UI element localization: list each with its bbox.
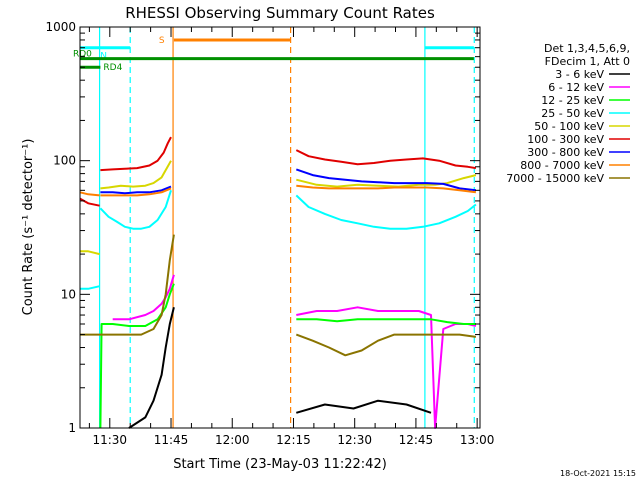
flag-label-n: N	[100, 52, 107, 62]
series-line-800-7000kev-0	[79, 191, 100, 197]
x-tick-label-2: 12:00	[215, 433, 250, 447]
series-line-800-7000kev-2	[296, 184, 477, 194]
y-tick-label-2: 100	[53, 154, 76, 168]
y-tick-label-3: 1000	[45, 20, 76, 34]
series-line-100-300kev-0	[79, 197, 100, 207]
legend-header-1: FDecim 1, Att 0	[545, 55, 630, 68]
legend-entry-label-0: 3 - 6 keV	[555, 68, 604, 81]
series-line-25-50kev-0	[80, 285, 100, 290]
axes: 1 10 100 1000 11:30 11:45 12:00 12:15 12:30 12:45…	[45, 20, 494, 447]
footer-timestamp: 18-Oct-2021 15:15	[560, 469, 636, 478]
series-line-25-50kev-2	[295, 194, 477, 230]
series-line-3-6kev-0	[128, 307, 175, 429]
flag-label-s: S	[159, 36, 165, 46]
legend-entry-label-8: 7000 - 15000 keV	[506, 172, 604, 185]
series-line-50-100kev-1	[100, 160, 172, 190]
series-line-12-25kev-1	[296, 318, 476, 325]
flag-label-rd0: RD0	[73, 50, 92, 60]
series-line-300-800kev-1	[295, 168, 477, 192]
plot-content: N S RD0 RD4	[73, 27, 477, 429]
x-tick-label-1: 11:45	[154, 433, 189, 447]
legend-entry-label-3: 25 - 50 keV	[541, 107, 604, 120]
series-line-300-800kev-0	[100, 185, 172, 195]
x-tick-label-6: 13:00	[460, 433, 495, 447]
x-tick-label-3: 12:15	[276, 433, 311, 447]
series-line-100-300kev-1	[100, 136, 172, 172]
y-axis-label: Count Rate (s⁻¹ detector⁻¹)	[21, 139, 36, 316]
series-line-12-25kev-0	[99, 283, 175, 429]
legend-header-0: Det 1,3,4,5,6,9,	[544, 42, 630, 55]
x-axis-label: Start Time (23-May-03 11:22:42)	[173, 457, 387, 472]
chart-title: RHESSI Observing Summary Count Rates	[125, 4, 435, 22]
y-tick-label-1: 10	[61, 287, 76, 301]
series-line-50-100kev-0	[80, 250, 100, 256]
series-line-800-7000kev-1	[100, 187, 172, 197]
legend: Det 1,3,4,5,6,9,FDecim 1, Att 03 - 6 keV…	[506, 42, 630, 185]
x-tick-label-4: 12:30	[337, 433, 372, 447]
series-line-7000-15000kev-0	[80, 234, 175, 336]
legend-entry-label-5: 100 - 300 keV	[527, 133, 604, 146]
series-line-3-6kev-1	[296, 399, 432, 414]
legend-entry-label-6: 300 - 800 keV	[527, 146, 604, 159]
y-tick-label-0: 1	[68, 421, 76, 435]
x-tick-label-5: 12:45	[399, 433, 434, 447]
series-line-7000-15000kev-1	[295, 333, 477, 357]
series-line-6-12kev-0	[112, 274, 175, 321]
flag-label-rd4: RD4	[103, 63, 122, 73]
legend-entry-label-4: 50 - 100 keV	[534, 120, 604, 133]
series-line-25-50kev-1	[99, 189, 172, 230]
x-tick-label-0: 11:30	[92, 433, 127, 447]
plot-frame	[79, 26, 481, 429]
series-line-100-300kev-2	[295, 149, 477, 170]
legend-entry-label-2: 12 - 25 keV	[541, 94, 604, 107]
legend-entry-label-7: 800 - 7000 keV	[520, 159, 604, 172]
legend-entry-label-1: 6 - 12 keV	[548, 81, 604, 94]
